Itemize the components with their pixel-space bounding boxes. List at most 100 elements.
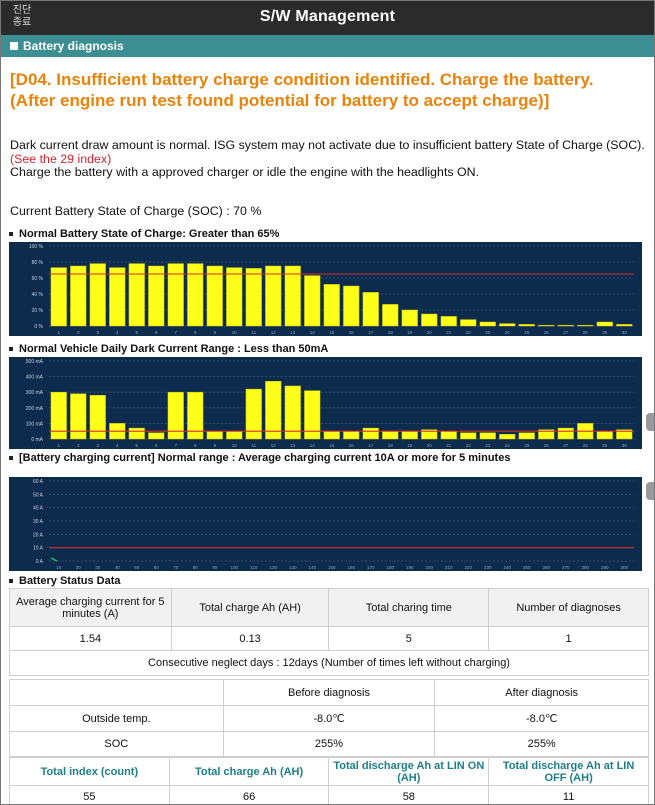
table-row: Consecutive neglect days : 12days (Numbe… xyxy=(9,650,649,676)
table-cell: 0.13 xyxy=(170,626,330,651)
x-tick-label: 40 xyxy=(115,565,121,570)
chart-bar xyxy=(596,321,613,327)
table-header-cell: Average charging current for 5 minutes (… xyxy=(9,588,172,627)
y-tick-label: 0 % xyxy=(34,324,43,330)
dark-current-chart-label: Normal Vehicle Daily Dark Current Range … xyxy=(9,343,649,355)
chart-bar xyxy=(89,263,106,327)
x-tick-label: 4 xyxy=(116,330,119,335)
x-tick-label: 220 xyxy=(464,565,472,570)
square-bullet-icon xyxy=(10,42,18,50)
x-tick-label: 1 xyxy=(57,330,60,335)
y-tick-label: 20 % xyxy=(32,308,44,314)
x-tick-label: 19 xyxy=(407,443,413,448)
diagnosis-title: [D04. Insufficient battery charge condit… xyxy=(10,70,594,110)
x-tick-label: 8 xyxy=(194,443,197,448)
bullet-icon xyxy=(9,347,13,352)
x-tick-label: 14 xyxy=(310,443,316,448)
battery-status-title: Battery Status Data xyxy=(19,575,121,587)
table-cell: 1 xyxy=(488,626,649,651)
y-tick-label: 40 % xyxy=(32,292,44,298)
x-tick-label: 12 xyxy=(271,443,277,448)
exit-diagnosis-button[interactable]: 진단 종료 xyxy=(12,5,32,28)
x-tick-label: 15 xyxy=(329,330,335,335)
x-tick-label: 21 xyxy=(446,330,452,335)
chart-bar xyxy=(70,393,87,440)
y-tick-label: 10 A xyxy=(33,546,44,552)
y-tick-label: 0 mA xyxy=(31,437,43,443)
x-tick-label: 30 xyxy=(95,565,101,570)
x-tick-label: 7 xyxy=(174,443,177,448)
chart-bar xyxy=(323,430,340,440)
x-tick-label: 21 xyxy=(446,443,452,448)
x-tick-label: 15 xyxy=(329,443,335,448)
table-header-cell: Before diagnosis xyxy=(222,679,436,706)
dark-current-chart-title: Normal Vehicle Daily Dark Current Range … xyxy=(19,343,329,355)
chart-bar xyxy=(148,432,165,440)
table-cell: -8.0℃ xyxy=(222,705,436,732)
chart-bar xyxy=(596,430,613,440)
table-header-cell: Total discharge Ah at LIN OFF (AH) xyxy=(488,757,649,786)
chart-bar xyxy=(421,313,438,327)
index-link[interactable]: (See the 29 index) xyxy=(10,151,112,166)
neglect-days-cell: Consecutive neglect days : 12days (Numbe… xyxy=(9,650,649,676)
x-tick-label: 200 xyxy=(425,565,433,570)
bullet-icon xyxy=(9,456,13,461)
current-soc: Current Battery State of Charge (SOC) : … xyxy=(10,204,262,218)
x-tick-label: 24 xyxy=(505,443,511,448)
table-cell: 1.54 xyxy=(9,626,172,651)
chart-bar xyxy=(187,391,204,440)
y-tick-label: 300 mA xyxy=(26,390,44,396)
chart-bar xyxy=(382,304,399,327)
table-cell: Outside temp. xyxy=(9,705,224,732)
x-tick-label: 27 xyxy=(563,330,569,335)
x-tick-label: 260 xyxy=(542,565,550,570)
scroll-handle[interactable] xyxy=(646,482,654,500)
x-tick-label: 18 xyxy=(388,443,394,448)
x-tick-label: 29 xyxy=(602,330,608,335)
table-header-cell: After diagnosis xyxy=(434,679,649,706)
x-tick-label: 20 xyxy=(76,565,82,570)
table-cell: 55 xyxy=(9,785,170,804)
table-header-cell: Total discharge Ah at LIN ON (AH) xyxy=(328,757,490,786)
x-tick-label: 1 xyxy=(57,443,60,448)
y-tick-label: 60 A xyxy=(33,479,44,485)
y-tick-label: 100 % xyxy=(29,244,44,250)
chart-bar xyxy=(323,284,340,327)
table-row: SOC 255% 255% xyxy=(9,731,649,757)
scroll-handle[interactable] xyxy=(646,413,654,431)
x-tick-label: 17 xyxy=(368,443,374,448)
x-tick-label: 110 xyxy=(250,565,258,570)
x-tick-label: 5 xyxy=(135,443,138,448)
x-tick-label: 180 xyxy=(386,565,394,570)
x-tick-label: 5 xyxy=(135,330,138,335)
battery-status-heading: Battery Status Data xyxy=(9,575,120,587)
x-tick-label: 17 xyxy=(368,330,374,335)
x-tick-label: 28 xyxy=(583,330,589,335)
x-tick-label: 25 xyxy=(524,443,530,448)
chart-bar xyxy=(577,324,594,327)
table-cell: 5 xyxy=(328,626,490,651)
y-tick-label: 80 % xyxy=(32,260,44,266)
chart-bar xyxy=(206,265,223,327)
status-table-summary: Average charging current for 5 minutes (… xyxy=(9,588,649,676)
table-header-cell: Total index (count) xyxy=(9,757,170,786)
chart-bar xyxy=(284,385,301,440)
chart-bar xyxy=(479,432,496,440)
chart-bar xyxy=(440,316,457,327)
table-cell: 11 xyxy=(488,785,649,804)
chart-bar xyxy=(128,427,145,440)
chart-svg: 60 A 50 A 40 A 30 A 20 A 10 A 0 A 10 20 30 40 50 60 7… xyxy=(33,479,634,570)
x-tick-label: 16 xyxy=(349,330,355,335)
x-tick-label: 280 xyxy=(581,565,589,570)
chart-bar xyxy=(245,388,262,440)
page-title: S/W Management xyxy=(259,8,396,25)
x-tick-label: 8 xyxy=(194,330,197,335)
x-tick-label: 230 xyxy=(484,565,492,570)
section-header: Battery diagnosis xyxy=(1,35,654,57)
diagnosis-description: Dark current draw amount is normal. ISG … xyxy=(10,138,650,180)
chart-bar xyxy=(226,430,243,440)
y-tick-label: 200 mA xyxy=(26,406,44,412)
table-cell: SOC xyxy=(9,731,224,757)
chart-bar xyxy=(167,391,184,440)
x-tick-label: 80 xyxy=(193,565,199,570)
